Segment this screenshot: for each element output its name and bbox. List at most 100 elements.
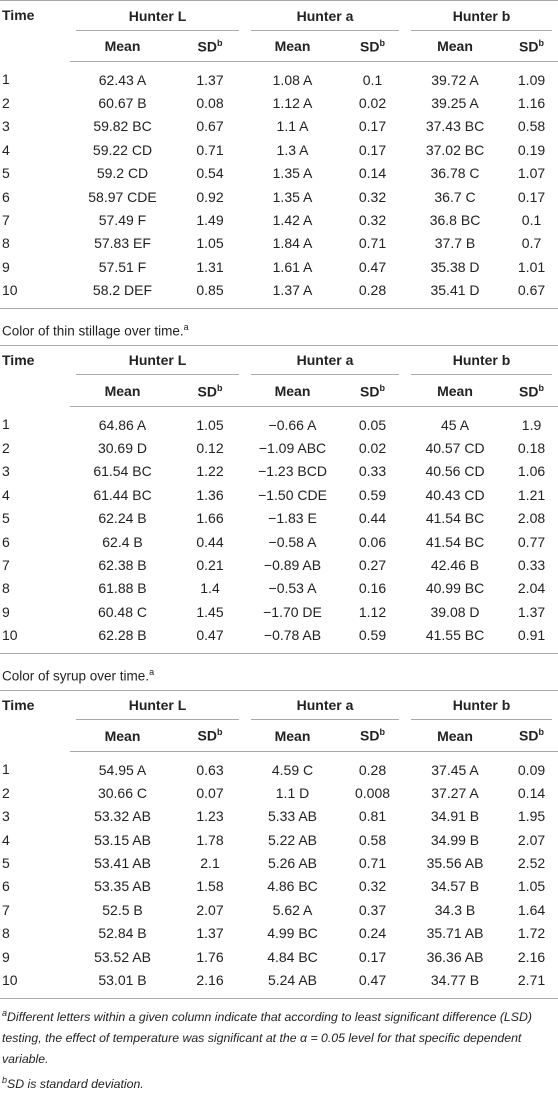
- table-row: 6 53.35 AB 1.58 4.86 BC 0.32 34.57 B 1.05: [0, 875, 558, 898]
- group-header-row: Time Hunter L Hunter a Hunter b: [0, 345, 558, 376]
- table-row: 3 53.32 AB 1.23 5.33 AB 0.81 34.91 B 1.95: [0, 805, 558, 828]
- value-cell: 36.36 AB: [426, 948, 484, 965]
- sub-header-text-sup: b: [379, 37, 385, 48]
- value-cell: 1.16: [517, 95, 546, 112]
- sub-header-text: SD: [360, 38, 380, 55]
- sub-header-text-sup: b: [538, 37, 544, 48]
- table-row: 7 57.49 F 1.49 1.42 A 0.32 36.8 BC 0.1: [0, 208, 558, 231]
- value-cell: −1.83 E: [268, 510, 317, 527]
- table-row: 6 62.4 B 0.44 −0.58 A 0.06 41.54 BC 0.77: [0, 530, 558, 553]
- value-cell: 4.99 BC: [267, 925, 318, 942]
- value-cell: 0.32: [358, 878, 387, 895]
- value-cell: 52.5 B: [102, 901, 143, 918]
- table-row: 7 52.5 B 2.07 5.62 A 0.37 34.3 B 1.64: [0, 898, 558, 921]
- time-cell: 4: [2, 141, 10, 158]
- group-label: Hunter b: [411, 2, 553, 31]
- sub-header-text: SD: [197, 728, 217, 745]
- time-cell: 2: [2, 784, 10, 801]
- value-cell: 0.24: [358, 925, 387, 942]
- value-cell: 1.01: [517, 258, 546, 275]
- value-cell: 1.08 A: [272, 71, 313, 88]
- value-cell: 1.4: [200, 580, 220, 597]
- value-cell: 36.8 BC: [429, 212, 481, 229]
- value-cell: 5.24 AB: [267, 972, 318, 989]
- group-header: Hunter L: [70, 690, 245, 721]
- value-cell: 64.86 A: [98, 416, 147, 433]
- group-header: Hunter a: [245, 345, 405, 376]
- value-cell: 4.84 BC: [267, 948, 318, 965]
- value-cell: 0.08: [196, 95, 224, 112]
- group-label: Hunter L: [76, 2, 239, 31]
- value-cell: 40.43 CD: [425, 486, 485, 503]
- value-cell: 37.43 BC: [425, 118, 485, 135]
- value-cell: 0.12: [196, 439, 224, 456]
- value-cell: 2.16: [196, 972, 224, 989]
- time-cell: 10: [2, 627, 18, 644]
- sub-header-row: Mean SDb Mean SDb Mean SDb: [0, 31, 558, 62]
- value-cell: −0.66 A: [268, 416, 317, 433]
- value-cell: 37.7 B: [434, 235, 476, 252]
- value-cell: 53.41 AB: [94, 855, 151, 872]
- sub-header: Mean: [245, 31, 340, 62]
- value-cell: 36.7 C: [434, 188, 476, 205]
- table-row: 3 59.82 BC 0.67 1.1 A 0.17 37.43 BC 0.58: [0, 115, 558, 138]
- value-cell: 60.48 C: [97, 603, 148, 620]
- time-cell: 7: [2, 556, 10, 573]
- value-cell: 52.84 B: [98, 925, 147, 942]
- value-cell: 0.58: [358, 831, 387, 848]
- value-cell: 1.49: [196, 212, 224, 229]
- value-cell: 1.09: [517, 71, 546, 88]
- sub-header-text: SD: [197, 38, 217, 55]
- sub-header-text: Mean: [437, 382, 473, 399]
- sub-header-text: SD: [519, 38, 539, 55]
- time-cell: 4: [2, 486, 10, 503]
- value-cell: 0.02: [358, 439, 387, 456]
- sub-header: Mean: [70, 375, 175, 407]
- sub-header-text: Mean: [437, 727, 473, 744]
- value-cell: 45 A: [441, 416, 470, 433]
- value-cell: 1.3 A: [276, 141, 309, 158]
- value-cell: 35.38 D: [430, 258, 480, 275]
- value-cell: 58.2 DEF: [92, 282, 153, 299]
- value-cell: 36.78 C: [430, 165, 480, 182]
- table-row: 5 62.24 B 1.66 −1.83 E 0.44 41.54 BC 2.08: [0, 506, 558, 529]
- time-cell: 6: [2, 878, 10, 895]
- value-cell: 34.99 B: [430, 831, 480, 848]
- sub-header: SDb: [505, 375, 558, 407]
- time-cell: 2: [2, 95, 10, 112]
- value-cell: 0.21: [196, 556, 224, 573]
- table-head: Time Hunter L Hunter a Hunter b Mean SDb Mean S…: [0, 1, 558, 62]
- value-cell: 1.42 A: [272, 212, 313, 229]
- table-row: 5 53.41 AB 2.1 5.26 AB 0.71 35.56 AB 2.52: [0, 851, 558, 874]
- value-cell: −1.09 ABC: [258, 439, 327, 456]
- value-cell: 1.1 D: [275, 784, 310, 801]
- time-cell: 7: [2, 212, 10, 229]
- sub-header-text: SD: [197, 383, 217, 400]
- sub-header: Mean: [245, 720, 340, 752]
- value-cell: 0.44: [358, 510, 387, 527]
- time-header: Time: [2, 7, 35, 23]
- value-cell: 1.61 A: [272, 258, 313, 275]
- value-cell: 41.55 BC: [425, 627, 485, 644]
- value-cell: 0.19: [517, 141, 546, 158]
- table-row: 5 59.2 CD 0.54 1.35 A 0.14 36.78 C 1.07: [0, 162, 558, 185]
- sub-header: SDb: [340, 720, 406, 752]
- value-cell: 0.67: [517, 282, 546, 299]
- sub-header-row: Mean SDb Mean SDb Mean SDb: [0, 720, 558, 752]
- value-cell: 1.05: [517, 878, 546, 895]
- table-row: 8 52.84 B 1.37 4.99 BC 0.24 35.71 AB 1.72: [0, 922, 558, 945]
- value-cell: 39.25 A: [431, 95, 479, 112]
- value-cell: 0.47: [358, 258, 387, 275]
- table-row: 4 53.15 AB 1.78 5.22 AB 0.58 34.99 B 2.07: [0, 828, 558, 851]
- time-cell: 6: [2, 188, 10, 205]
- table-body: 1 54.95 A 0.63 4.59 C 0.28 37.45 A 0.09 2 30.66 …: [0, 751, 558, 998]
- sub-header: Mean: [70, 31, 175, 62]
- sub-header-text-sup: b: [538, 727, 544, 738]
- value-cell: 62.28 B: [98, 627, 147, 644]
- value-cell: 0.008: [354, 784, 391, 801]
- value-cell: 1.31: [196, 258, 224, 275]
- group-header-row: Time Hunter L Hunter a Hunter b: [0, 690, 558, 721]
- table-row: 9 57.51 F 1.31 1.61 A 0.47 35.38 D 1.01: [0, 255, 558, 278]
- value-cell: 0.14: [517, 784, 546, 801]
- group-header: Hunter L: [70, 345, 245, 376]
